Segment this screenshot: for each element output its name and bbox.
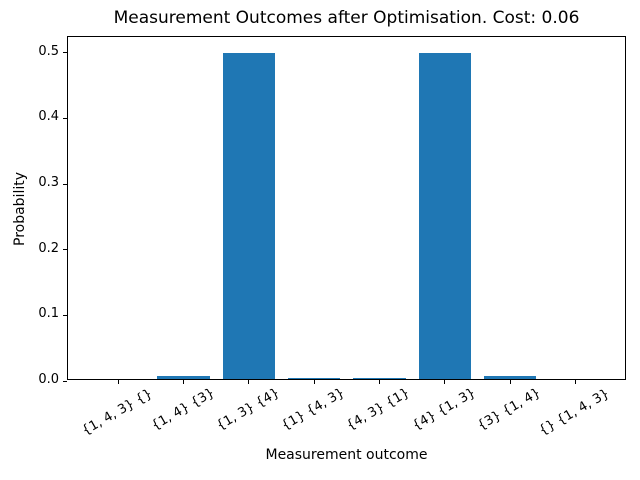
y-tick-label: 0.4: [38, 109, 59, 125]
x-tick-label: {3} {1, 4}: [475, 385, 544, 435]
y-tick-mark: [63, 117, 67, 119]
y-tick-mark: [63, 380, 67, 382]
y-tick-label: 0.5: [38, 43, 59, 59]
y-tick-label: 0.2: [38, 240, 59, 256]
x-tick-mark: [117, 380, 119, 384]
y-tick-label: 0.1: [38, 306, 59, 322]
bar: [483, 376, 537, 379]
y-tick-mark: [63, 314, 67, 316]
x-tick-mark: [574, 380, 576, 384]
x-tick-mark: [248, 380, 250, 384]
bar: [157, 376, 210, 379]
y-tick-label: 0.3: [38, 175, 59, 191]
bar: [418, 52, 471, 379]
x-tick-label: {1, 4} {3}: [148, 385, 217, 435]
x-tick-label: {} {1, 4, 3}: [536, 386, 612, 439]
bar: [222, 52, 275, 379]
x-tick-mark: [313, 380, 315, 384]
y-tick-mark: [63, 183, 67, 185]
x-tick-mark: [509, 380, 511, 384]
chart-title: Measurement Outcomes after Optimisation.…: [113, 8, 580, 28]
x-tick-label: {4} {1, 3}: [409, 385, 479, 435]
y-tick-mark: [63, 249, 67, 251]
x-tick-mark: [378, 380, 380, 384]
x-axis-label: Measurement outcome: [265, 447, 428, 463]
y-tick-label: 0.0: [38, 372, 59, 387]
x-tick-label: {1} {4, 3}: [279, 385, 348, 435]
x-tick-mark: [183, 380, 185, 384]
y-tick-mark: [63, 52, 67, 54]
bar: [353, 377, 406, 379]
x-tick-label: {1, 4, 3} {}: [79, 386, 155, 439]
x-tick-label: {4, 3} {1}: [344, 385, 413, 435]
plot-area: [63, 36, 626, 384]
bar: [288, 377, 341, 379]
x-tick-label: {1, 3} {4}: [213, 385, 283, 435]
x-tick-mark: [444, 380, 446, 384]
